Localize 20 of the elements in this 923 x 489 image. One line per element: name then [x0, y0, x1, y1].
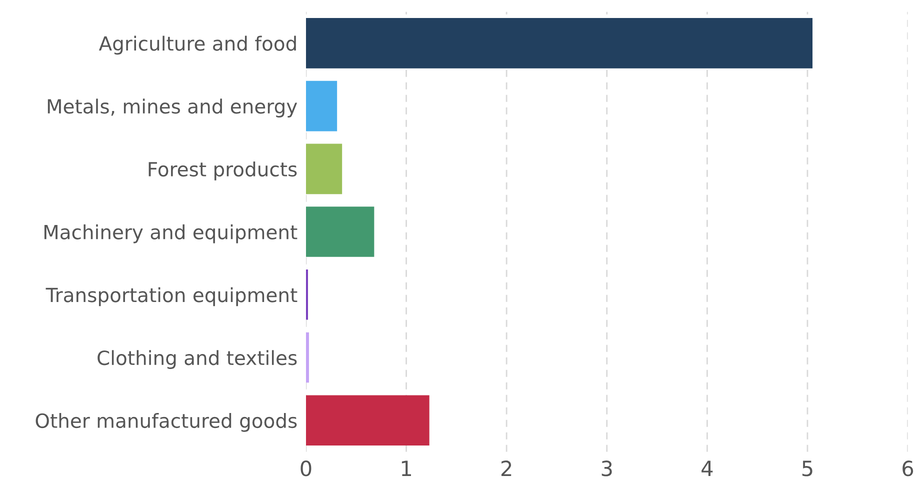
y-tick-label: Machinery and equipment	[44, 224, 298, 244]
x-tick-label: 6	[902, 460, 914, 476]
bar	[306, 395, 430, 446]
y-tick-label: Forest products	[148, 162, 297, 180]
bar	[306, 18, 812, 68]
y-tick-label: Agriculture and food	[98, 36, 296, 55]
y-tick-label: Other manufactured goods	[36, 413, 297, 432]
x-tick-label: 4	[702, 460, 713, 476]
x-tick-label: 1	[402, 460, 411, 476]
x-tick-label: 0	[300, 460, 312, 476]
y-tick-label: Metals, mines and energy	[48, 98, 298, 118]
y-tick-label: Transportation equipment	[46, 287, 298, 306]
bar	[306, 144, 342, 194]
bar	[306, 332, 309, 383]
x-tick-label: 2	[501, 460, 512, 476]
y-tick-label: Clothing and textiles	[98, 350, 297, 369]
x-tick-label: 3	[602, 460, 612, 476]
bar	[306, 206, 374, 257]
x-tick-label: 5	[802, 460, 812, 476]
bar	[306, 80, 338, 132]
